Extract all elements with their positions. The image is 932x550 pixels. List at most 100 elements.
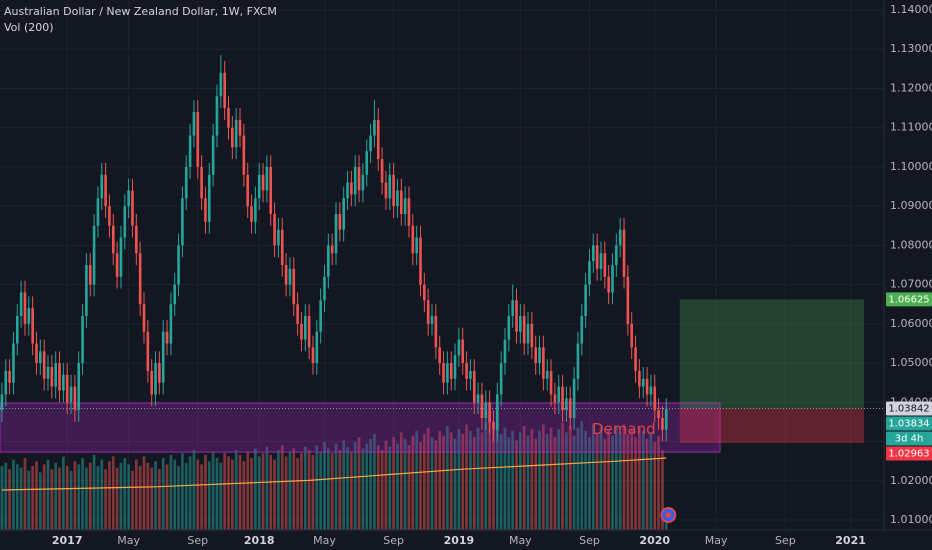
- candle-body: [327, 245, 330, 277]
- volume-bar: [472, 437, 476, 530]
- volume-bar: [69, 470, 73, 530]
- volume-bar: [296, 458, 299, 530]
- volume-bar: [46, 459, 50, 530]
- volume-bar: [242, 461, 246, 530]
- candle-body: [484, 402, 488, 418]
- candle-body: [211, 135, 215, 175]
- event-icon-dot: [665, 512, 672, 518]
- candle-body: [300, 323, 303, 340]
- y-tick-label: 1.01000: [890, 513, 932, 526]
- volume-bar: [138, 466, 142, 530]
- volume-bar: [42, 464, 46, 530]
- volume-bar: [461, 434, 465, 530]
- volume-bar: [638, 427, 641, 530]
- candle-body: [645, 378, 649, 395]
- candle-body: [323, 276, 326, 301]
- candle-body: [177, 245, 180, 285]
- volume-bar: [38, 472, 42, 530]
- volume-bar: [526, 435, 530, 530]
- candle-body: [250, 206, 253, 222]
- volume-bar: [261, 453, 265, 530]
- candle-body: [119, 237, 123, 277]
- volume-bar: [499, 434, 503, 530]
- volume-bar: [27, 470, 31, 530]
- candle-body: [495, 394, 499, 430]
- candle-body: [246, 174, 249, 207]
- volume-bar: [92, 454, 96, 530]
- candle-body: [634, 347, 637, 371]
- candle-body: [115, 253, 119, 277]
- volume-bar: [476, 427, 480, 530]
- candle-body: [357, 166, 361, 191]
- volume-bar: [584, 430, 587, 530]
- volume-bar: [626, 434, 630, 530]
- volume-bar: [85, 467, 88, 530]
- candle-body: [277, 229, 280, 246]
- candle-body: [50, 366, 54, 387]
- candle-body: [346, 182, 349, 199]
- candle-body: [580, 315, 584, 344]
- volume-bar: [649, 432, 653, 530]
- candle-body: [438, 347, 442, 364]
- candle-body: [188, 135, 192, 167]
- candle-body: [181, 198, 184, 246]
- candle-body: [538, 347, 541, 364]
- volume-bar: [227, 456, 230, 530]
- volume-bar: [657, 435, 660, 530]
- volume-bar: [188, 456, 192, 530]
- volume-bar: [184, 462, 188, 530]
- candle-body: [73, 386, 77, 411]
- candle-body: [46, 366, 50, 379]
- candle-body: [611, 265, 614, 293]
- candle-body: [215, 96, 219, 136]
- candle-body: [123, 206, 127, 238]
- volume-bar: [422, 434, 426, 530]
- volume-bar: [100, 459, 104, 530]
- candle-body: [303, 315, 307, 340]
- candle-body: [4, 370, 8, 395]
- x-tick-label: Sep: [775, 534, 796, 547]
- volume-bar: [511, 430, 515, 530]
- volume-bar: [380, 450, 384, 530]
- candle-body: [549, 370, 553, 395]
- demand-zone: [0, 402, 721, 453]
- volume-bar: [588, 437, 591, 530]
- volume-bar: [411, 435, 415, 530]
- volume-bar: [568, 426, 572, 530]
- candle-body: [499, 363, 503, 395]
- candle-body: [353, 166, 357, 195]
- volume-bar: [618, 432, 622, 530]
- volume-bar: [54, 462, 58, 530]
- volume-bar: [326, 448, 330, 530]
- volume-bar: [8, 469, 11, 530]
- x-tick-label: May: [117, 534, 140, 547]
- volume-bar: [204, 454, 207, 530]
- candle-body: [415, 237, 418, 254]
- candle-body: [507, 315, 511, 340]
- price-tag-label: 1.03834: [888, 419, 929, 430]
- volume-bar: [357, 437, 361, 530]
- volume-bar: [572, 435, 576, 530]
- volume-bar: [35, 461, 38, 530]
- price-tag-label: 1.03842: [888, 404, 929, 415]
- candles: [0, 55, 668, 442]
- candle-body: [407, 198, 411, 226]
- candle-body: [150, 370, 153, 395]
- candle-body: [376, 119, 380, 160]
- x-tick-label: Sep: [187, 534, 208, 547]
- candle-body: [242, 135, 246, 175]
- candle-body: [649, 386, 653, 395]
- candle-body: [227, 108, 230, 128]
- candle-body: [58, 363, 61, 391]
- candle-body: [545, 370, 549, 379]
- candle-body: [561, 386, 564, 411]
- candle-body: [557, 386, 561, 403]
- candle-body: [607, 276, 610, 293]
- chart-title: Australian Dollar / New Zealand Dollar, …: [4, 5, 277, 18]
- candle-body: [138, 253, 142, 305]
- candle-body: [62, 374, 65, 391]
- candle-body: [565, 398, 568, 411]
- volume-bar: [407, 445, 411, 530]
- volume-bar: [223, 453, 226, 530]
- candle-body: [231, 127, 234, 148]
